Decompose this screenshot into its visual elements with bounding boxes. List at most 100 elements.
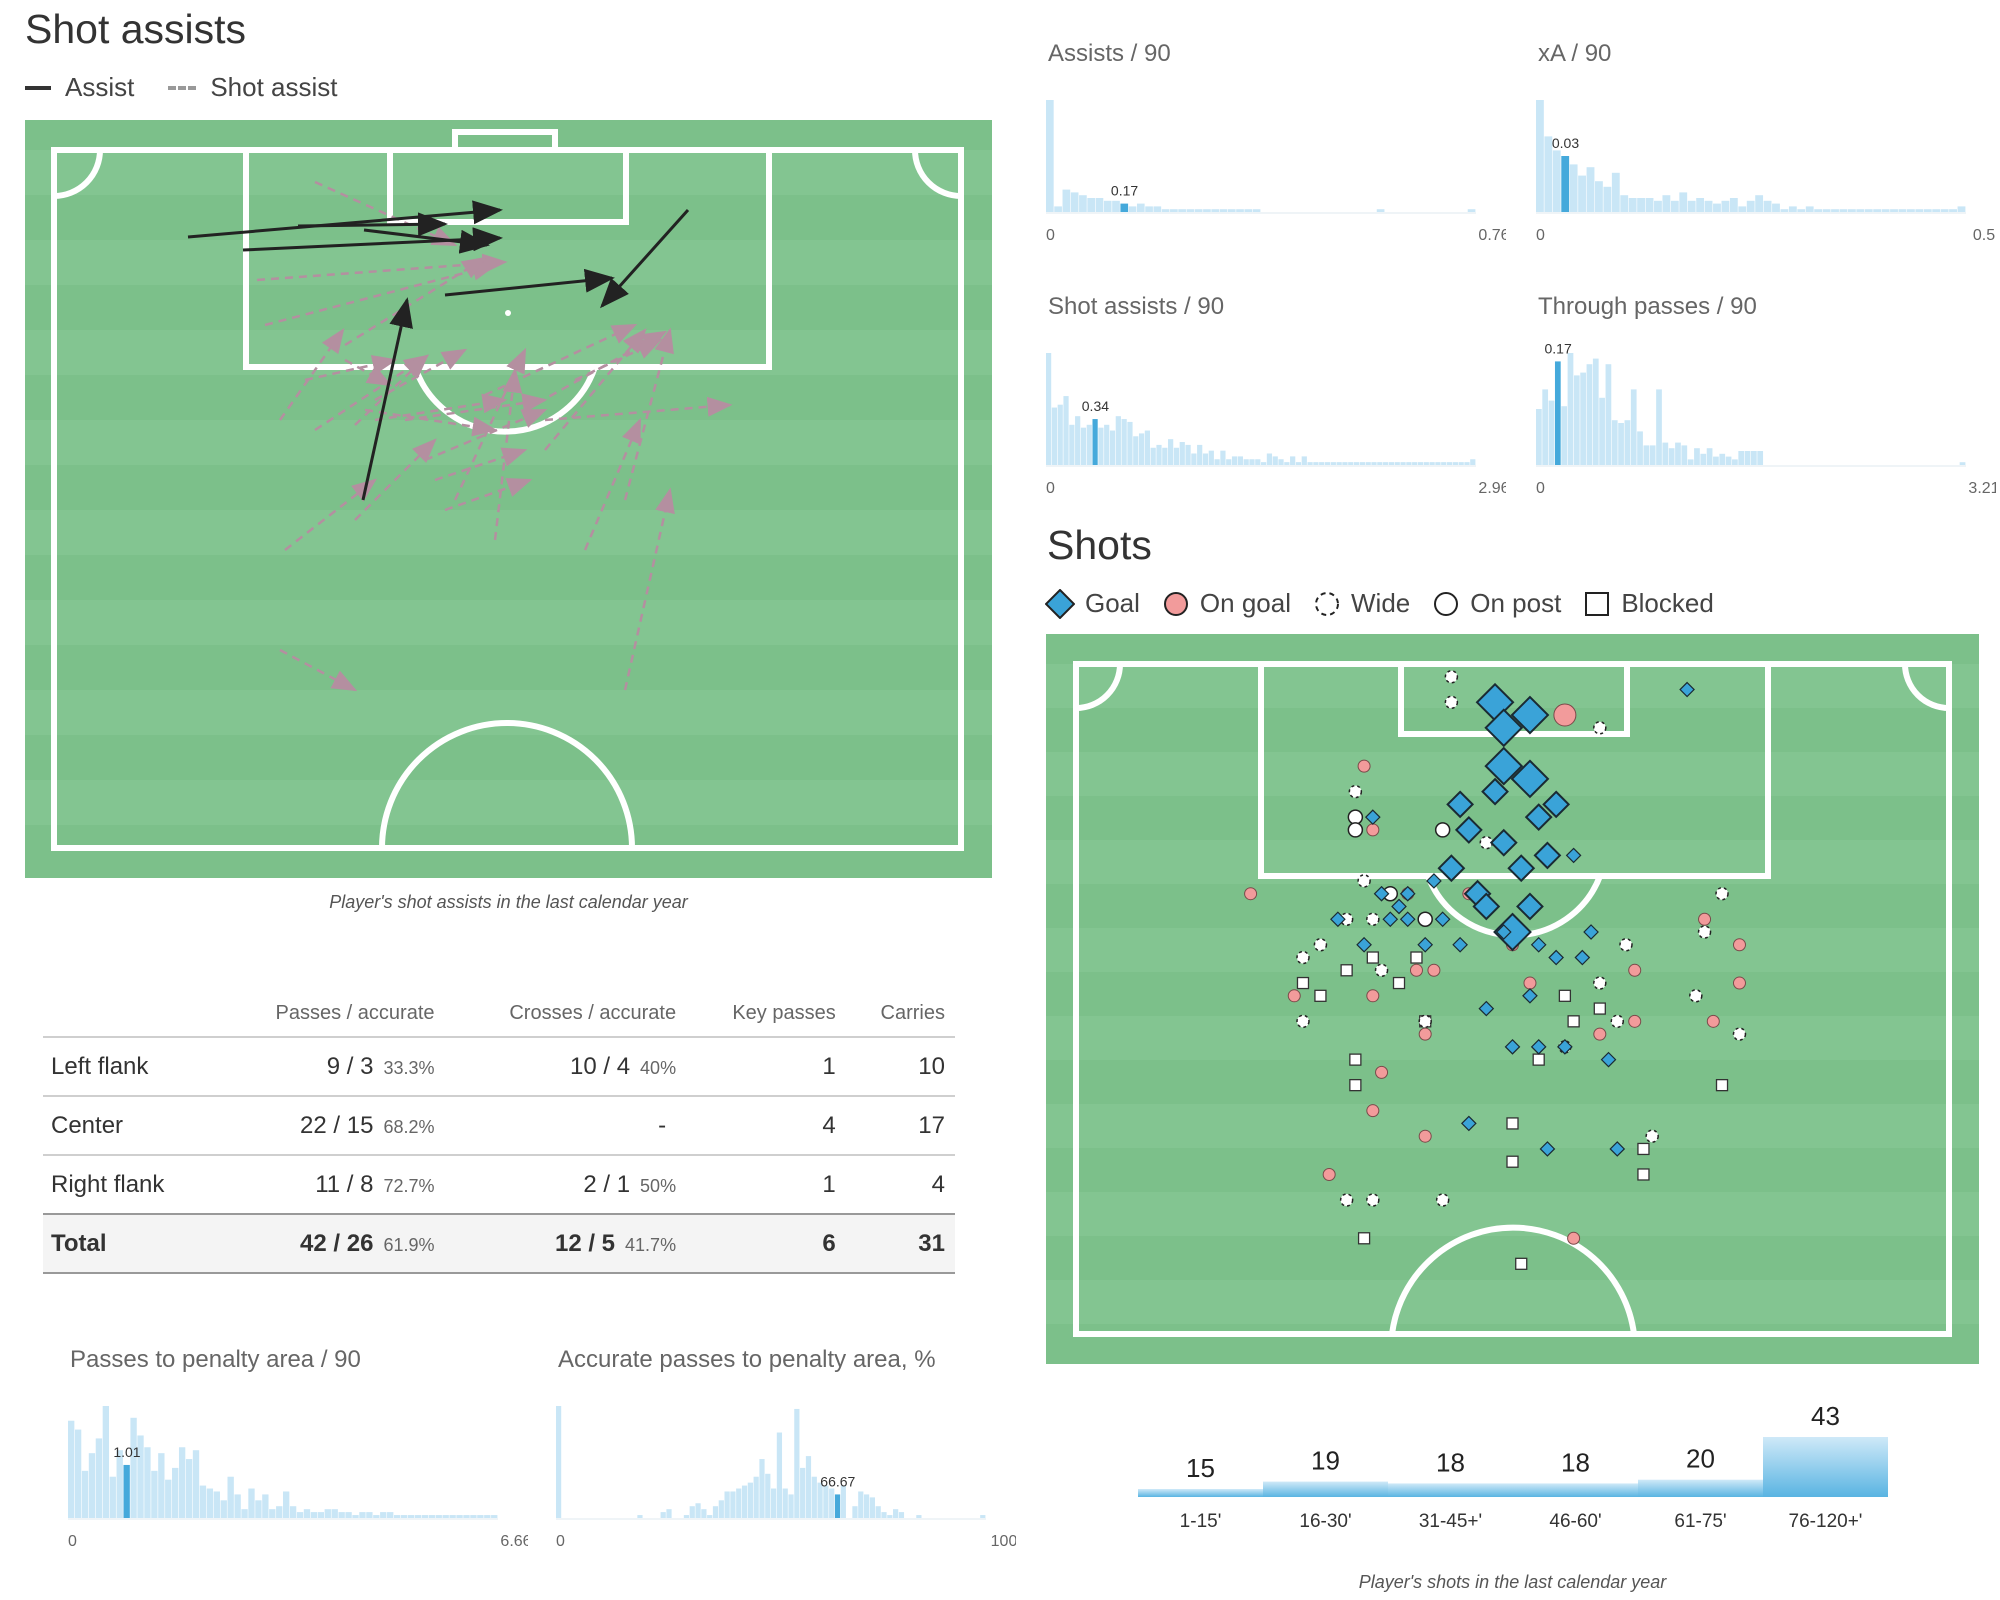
histogram-bar (683, 1515, 690, 1518)
on-goal-marker (1628, 1014, 1642, 1028)
histogram-bar (407, 1515, 415, 1518)
key-passes-cell: 1 (686, 1036, 846, 1096)
histogram-bar (1458, 462, 1464, 465)
histogram-bar (491, 1515, 498, 1518)
histogram-bar (1544, 136, 1553, 212)
histogram-bar (102, 1406, 110, 1518)
on-goal-marker (1366, 989, 1380, 1003)
histogram-bar (255, 1500, 262, 1518)
histogram-bar (1127, 421, 1133, 465)
carries-cell: 17 (845, 1095, 955, 1155)
histogram-bar (730, 1491, 736, 1518)
passes-cell: 11 / 8 72.7% (212, 1154, 445, 1214)
histogram-bar (1637, 431, 1643, 465)
shot-assists-chart-title: Shot assists / 90 (1048, 293, 1225, 320)
blocked-marker (1366, 951, 1379, 964)
histogram-bar (1464, 462, 1470, 465)
table-header: Key passes (732, 1001, 836, 1024)
key-passes-cell: 6 (686, 1213, 846, 1274)
blocked-marker (1506, 1155, 1519, 1168)
histogram-bar (800, 1467, 806, 1518)
crosses-pct: 40% (640, 1057, 677, 1078)
histogram-bar (1757, 451, 1764, 465)
table-header (43, 990, 213, 1037)
histogram-bar (1643, 445, 1650, 465)
histogram-bar (1086, 424, 1092, 465)
time-bar (1388, 1483, 1513, 1497)
histogram-bar (1662, 195, 1671, 212)
histogram-bar (1915, 209, 1924, 212)
histogram-bar (1446, 462, 1453, 465)
key-passes-cell: 1 (686, 1154, 846, 1214)
goal-marker (1382, 911, 1399, 928)
shot-assist-arrows (256, 180, 733, 692)
histogram-bar (373, 1515, 380, 1518)
on-goal-marker (1427, 963, 1441, 977)
histogram-bar (324, 1509, 331, 1518)
on-goal-marker (1418, 1027, 1432, 1041)
on-goal-marker (1593, 1027, 1607, 1041)
goal-marker (1481, 777, 1509, 806)
passes-cell: 22 / 15 68.2% (212, 1095, 445, 1155)
passes-pct: 68.2% (383, 1116, 435, 1137)
histogram-bar (74, 1429, 82, 1518)
goal-marker (1600, 1051, 1617, 1068)
xa-histogram: 0.03 0 0.5 (1536, 100, 1995, 244)
blocked-marker (1357, 1232, 1371, 1245)
blocked-marker (1296, 976, 1310, 990)
accurate-passes-penalty-histogram: 66.67 0 100 (556, 1406, 1016, 1550)
histogram-bar (1898, 209, 1907, 212)
blocked-marker (1340, 964, 1353, 977)
histogram-bar (1231, 456, 1238, 465)
histogram-bar (1214, 459, 1220, 465)
wide-marker (1374, 963, 1389, 978)
histogram-bar (1744, 451, 1751, 465)
histogram-bar (1618, 423, 1624, 465)
shots-title: Shots (1047, 522, 1152, 568)
histogram-bar (1156, 444, 1162, 465)
histogram-bar (1266, 453, 1273, 465)
histogram-bar (1822, 209, 1831, 212)
wide-marker (1339, 1193, 1354, 1207)
goal-marker (1399, 885, 1416, 902)
assists-chart-title: Assists / 90 (1048, 40, 1171, 67)
histogram-bar (1153, 206, 1162, 212)
histogram-bar (875, 1506, 881, 1518)
crosses-pct: 41.7% (625, 1234, 677, 1255)
wide-marker (1418, 1014, 1432, 1029)
histogram-bar (1054, 206, 1062, 212)
shots-pitch (1046, 634, 1979, 1364)
histogram-bar (741, 1485, 748, 1518)
shot-assists-legend: Assist Shot assist (25, 72, 338, 103)
on-goal-marker (1366, 1104, 1380, 1118)
goal-marker (1548, 949, 1564, 966)
blocked-marker (1637, 1168, 1650, 1181)
histogram-bar (1567, 353, 1574, 465)
highlight-value-label: 66.67 (820, 1473, 855, 1489)
pitch-background (1046, 634, 1979, 1364)
histogram-bar (1057, 404, 1063, 465)
histogram-bar (805, 1456, 812, 1518)
histogram-bar (1704, 200, 1713, 212)
passes-value: 9 / 3 (326, 1052, 374, 1080)
histogram-bar (1788, 206, 1797, 212)
goal-marker (1609, 1141, 1626, 1157)
histogram-bar (1394, 462, 1400, 465)
time-bar-value: 18 (1436, 1447, 1465, 1477)
wide-marker (1435, 1193, 1450, 1207)
histogram-bar (1645, 198, 1654, 212)
goal-marker (1446, 790, 1475, 819)
histogram-bar (1624, 420, 1631, 465)
goal-marker (1539, 1141, 1556, 1157)
on-goal-marker (1567, 1231, 1581, 1245)
x-min-label: 0 (68, 1533, 77, 1550)
histogram-bar (68, 1420, 75, 1518)
histogram-bar (234, 1494, 241, 1518)
x-max-label: 3.21 (1968, 480, 1996, 497)
histogram-bar (1881, 209, 1890, 212)
histogram-bar (1725, 456, 1732, 465)
histogram-bar (1573, 375, 1580, 465)
shots-caption: Player's shots in the last calendar year (1358, 1572, 1667, 1592)
histogram-bar (1713, 203, 1721, 212)
histogram-bar (707, 1515, 713, 1518)
